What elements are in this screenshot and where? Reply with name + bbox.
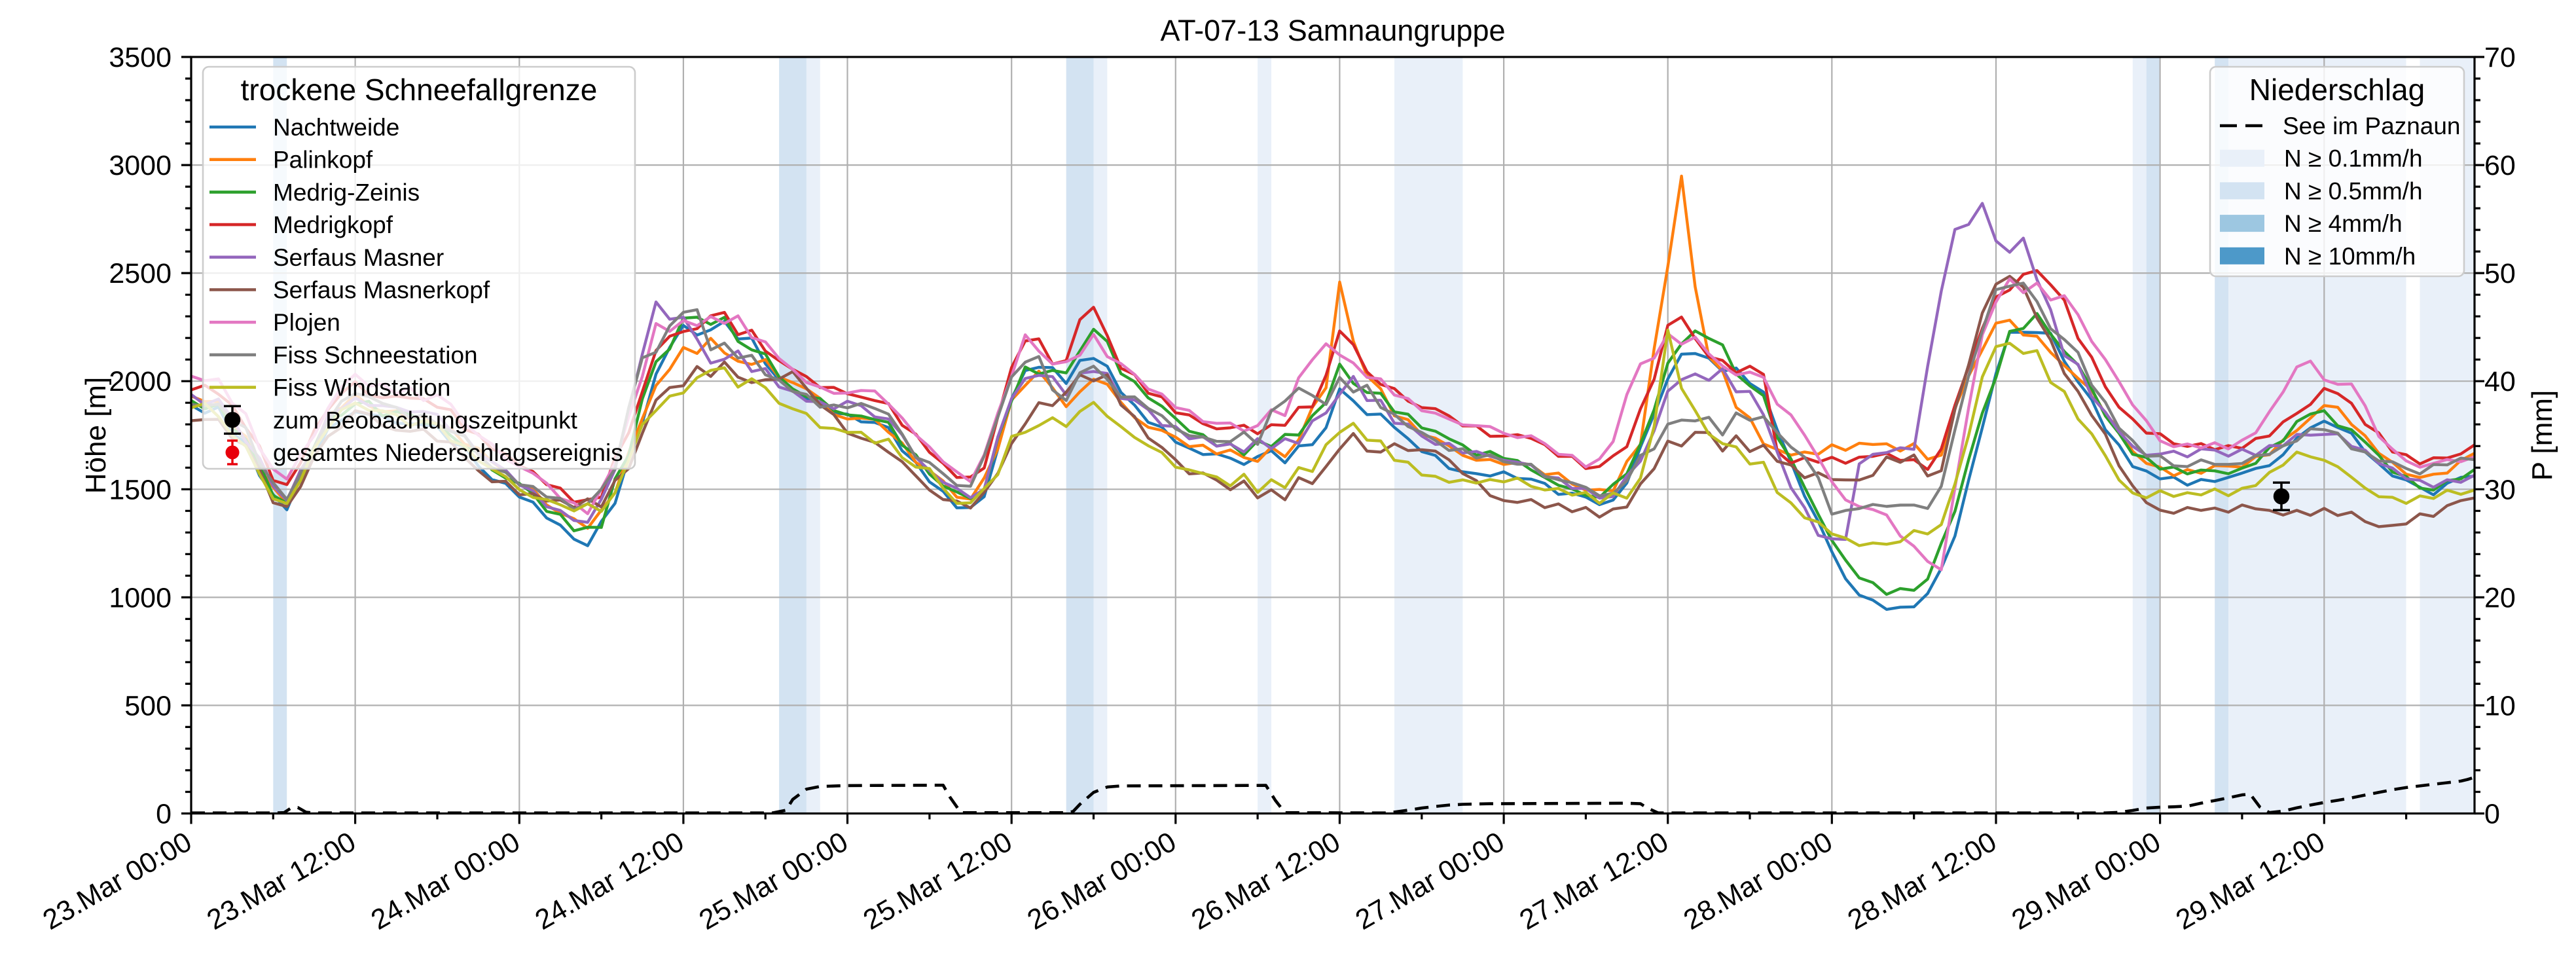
- svg-text:Plojen: Plojen: [273, 309, 340, 336]
- svg-text:0: 0: [156, 799, 172, 830]
- svg-text:N ≥ 10mm/h: N ≥ 10mm/h: [2284, 243, 2416, 270]
- svg-text:50: 50: [2484, 258, 2516, 289]
- svg-text:30: 30: [2484, 474, 2516, 505]
- svg-text:60: 60: [2484, 150, 2516, 181]
- svg-text:1500: 1500: [109, 474, 172, 505]
- svg-text:40: 40: [2484, 366, 2516, 397]
- svg-text:gesamtes Niederschlagsereignis: gesamtes Niederschlagsereignis: [273, 439, 623, 466]
- svg-text:3000: 3000: [109, 150, 172, 181]
- svg-text:0: 0: [2484, 799, 2500, 830]
- svg-text:trockene Schneefallgrenze: trockene Schneefallgrenze: [241, 73, 598, 107]
- svg-text:N ≥ 0.1mm/h: N ≥ 0.1mm/h: [2284, 145, 2423, 172]
- svg-text:Serfaus Masnerkopf: Serfaus Masnerkopf: [273, 277, 490, 304]
- svg-text:N ≥ 4mm/h: N ≥ 4mm/h: [2284, 210, 2403, 237]
- svg-text:2000: 2000: [109, 366, 172, 397]
- svg-text:2500: 2500: [109, 258, 172, 289]
- svg-text:1000: 1000: [109, 582, 172, 613]
- svg-text:Medrigkopf: Medrigkopf: [273, 211, 393, 238]
- svg-text:P [mm]: P [mm]: [2526, 390, 2558, 481]
- svg-text:3500: 3500: [109, 42, 172, 73]
- svg-text:See im Paznaun: See im Paznaun: [2283, 113, 2461, 139]
- svg-text:Serfaus Masner: Serfaus Masner: [273, 244, 444, 271]
- svg-text:Nachtweide: Nachtweide: [273, 114, 399, 141]
- svg-text:Palinkopf: Palinkopf: [273, 147, 373, 173]
- svg-text:10: 10: [2484, 690, 2516, 721]
- svg-text:N ≥ 0.5mm/h: N ≥ 0.5mm/h: [2284, 177, 2423, 204]
- svg-text:20: 20: [2484, 582, 2516, 613]
- svg-text:Niederschlag: Niederschlag: [2249, 73, 2425, 107]
- svg-text:Fiss Schneestation: Fiss Schneestation: [273, 342, 478, 369]
- svg-text:zum Beobachtungszeitpunkt: zum Beobachtungszeitpunkt: [273, 407, 578, 433]
- svg-text:500: 500: [124, 690, 172, 721]
- svg-text:Medrig-Zeinis: Medrig-Zeinis: [273, 179, 420, 206]
- svg-text:70: 70: [2484, 42, 2516, 73]
- svg-text:Fiss Windstation: Fiss Windstation: [273, 374, 450, 401]
- svg-text:AT-07-13 Samnaungruppe: AT-07-13 Samnaungruppe: [1160, 14, 1505, 47]
- svg-text:Höhe [m]: Höhe [m]: [80, 377, 112, 494]
